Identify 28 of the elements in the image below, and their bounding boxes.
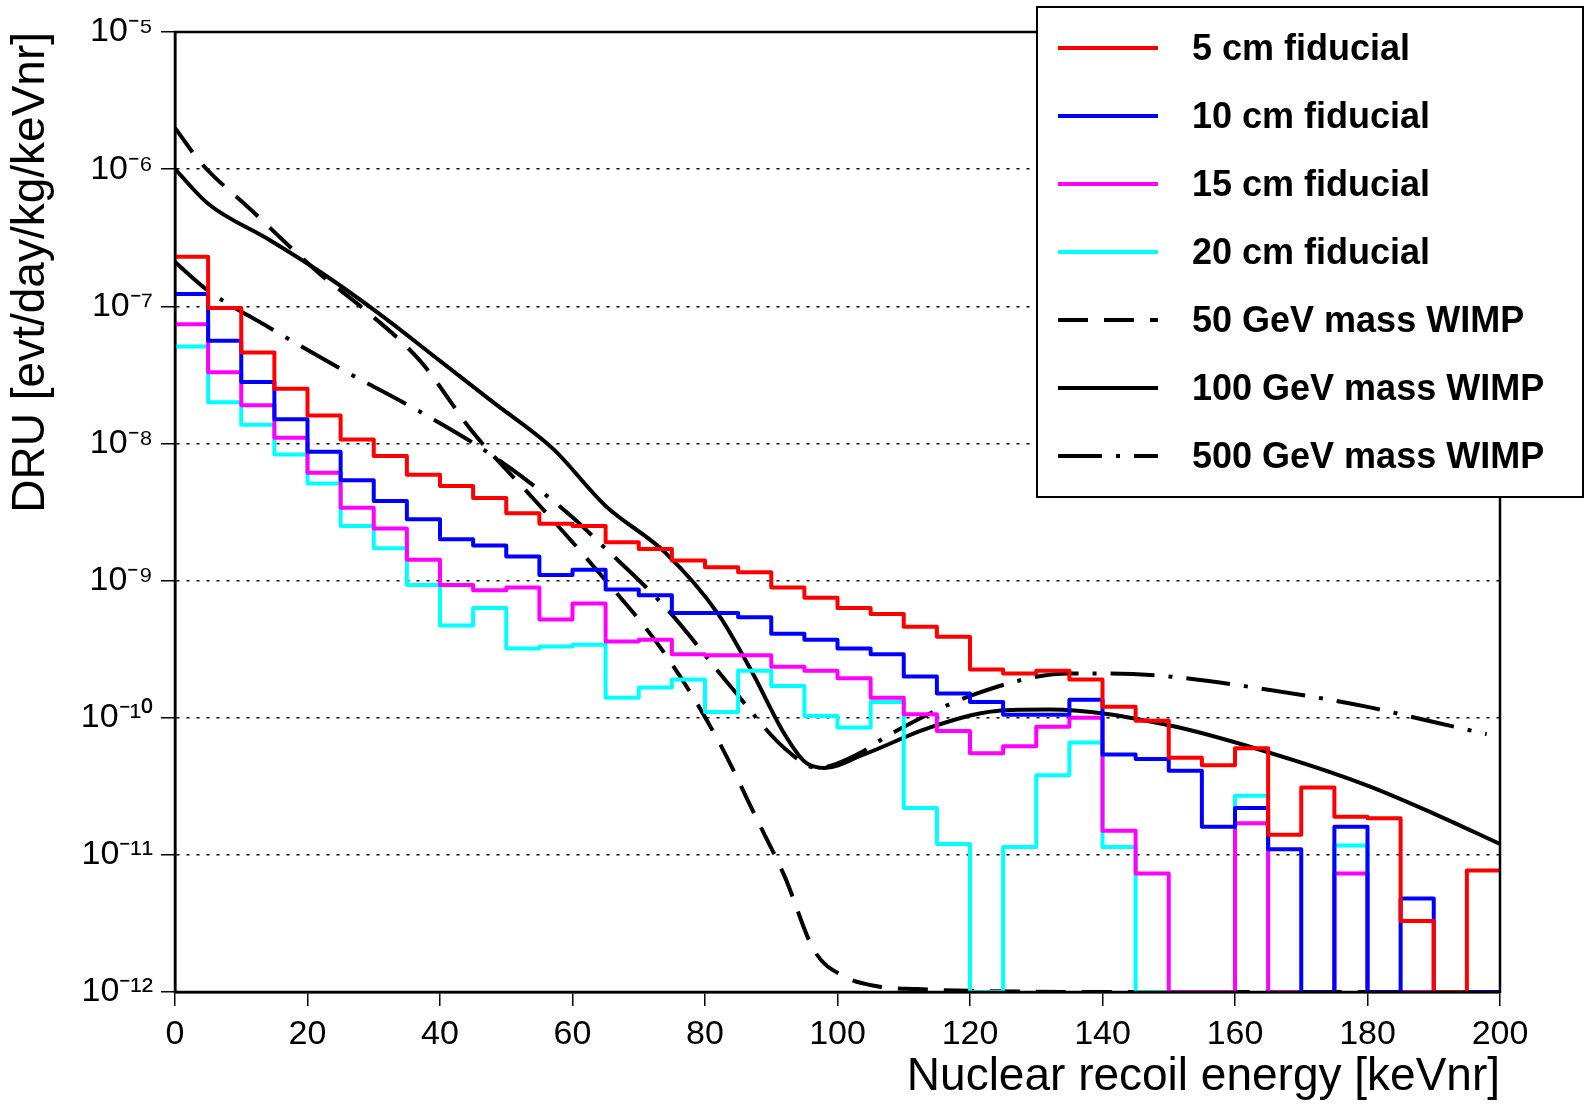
y-tick-label: 10⁻¹² — [81, 970, 153, 1009]
y-tick-label: 10⁻⁷ — [91, 284, 153, 323]
legend-label: 10 cm fiducial — [1192, 95, 1431, 137]
x-tick-label: 140 — [1074, 1012, 1131, 1051]
y-tick-label: 10⁻⁵ — [90, 10, 153, 49]
legend-label: 5 cm fiducial — [1192, 27, 1411, 69]
legend-label: 20 cm fiducial — [1192, 231, 1431, 273]
y-tick-label: 10⁻⁸ — [89, 421, 153, 460]
y-axis-title: DRU [evt/day/kg/keVnr] — [2, 32, 55, 513]
x-tick-label: 60 — [553, 1012, 592, 1051]
legend-label: 50 GeV mass WIMP — [1192, 299, 1525, 341]
y-tick-label: 10⁻¹¹ — [81, 833, 153, 872]
x-tick-label: 160 — [1206, 1012, 1264, 1051]
x-tick-label: 120 — [941, 1012, 999, 1051]
y-tick-label: 10⁻¹⁰ — [80, 696, 153, 735]
x-tick-label: 0 — [165, 1012, 185, 1051]
x-tick-label: 100 — [809, 1012, 866, 1051]
legend-label: 15 cm fiducial — [1192, 163, 1431, 205]
x-tick-label: 20 — [288, 1012, 327, 1051]
legend-label: 100 GeV mass WIMP — [1192, 367, 1545, 409]
x-tick-label: 80 — [686, 1012, 724, 1051]
legend-label: 500 GeV mass WIMP — [1192, 435, 1545, 477]
y-tick-label: 10⁻⁶ — [90, 147, 153, 186]
x-tick-label: 40 — [421, 1012, 459, 1051]
x-axis-title: Nuclear recoil energy [keVnr] — [906, 1048, 1500, 1101]
y-tick-label: 10⁻⁹ — [89, 558, 153, 597]
x-tick-label: 180 — [1339, 1012, 1396, 1051]
x-tick-label: 200 — [1471, 1012, 1529, 1051]
